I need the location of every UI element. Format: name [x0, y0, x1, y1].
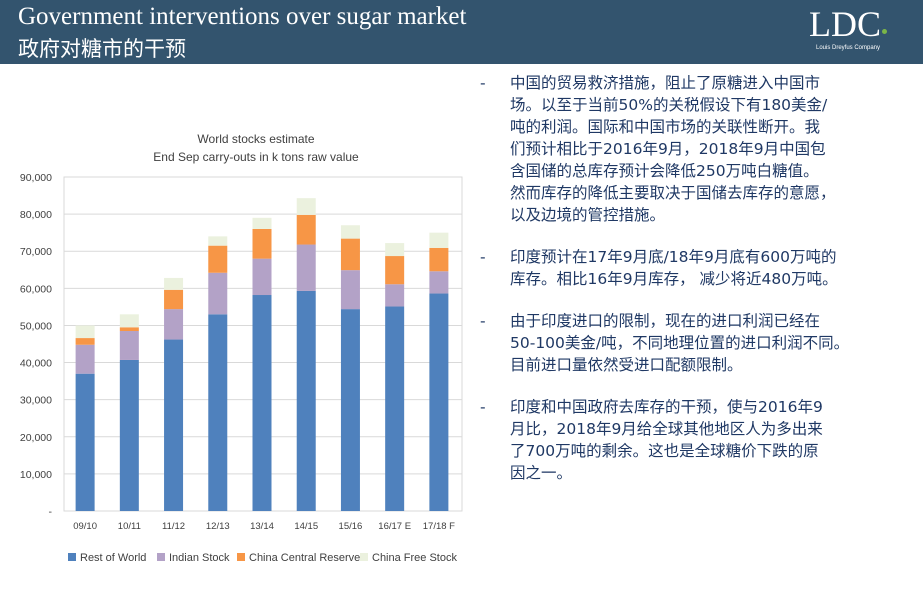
ldc-logo: LDC Louis Dreyfus Company: [803, 4, 893, 56]
bullet-line: 吨的利润。国际和中国市场的关联性断开。我: [510, 118, 821, 136]
bullet-line: 然而库存的降低主要取决于国储去库存的意愿，: [510, 184, 836, 202]
bullet-line: 50-100美金/吨，不同地理位置的进口利润不同。: [510, 334, 850, 352]
bullet-dash: -: [480, 398, 486, 416]
bar-segment: [75, 373, 95, 511]
bar-segment: [164, 309, 184, 340]
bar-segment: [119, 331, 139, 360]
bullet-line: 印度预计在17年9月底/18年9月底有600万吨的: [510, 248, 837, 266]
bar-segment: [252, 295, 272, 511]
bar-segment: [429, 247, 449, 272]
bar-segment: [385, 306, 405, 511]
bar-segment: [119, 314, 139, 328]
y-tick-label: 90,000: [20, 172, 52, 184]
chart-title-line: End Sep carry-outs in k tons raw value: [153, 150, 359, 164]
bullet-line: 场。以至于当前50%的关税假设下有180美金/: [510, 96, 828, 114]
logo-text: LDC: [809, 4, 881, 44]
bullet-line: 了700万吨的剩余。这也是全球糖价下跌的原: [510, 442, 819, 460]
x-tick-label: 15/16: [339, 521, 363, 532]
world-stocks-chart: - 10,000 20,000 30,000 40,000 50,000 60,000 70,…: [20, 132, 463, 564]
bar-segment: [208, 314, 228, 511]
bullet-line: 库存。相比16年9月库存， 减少将近480万吨。: [510, 270, 838, 288]
bullet-line: 因之一。: [510, 464, 573, 482]
bar-segment: [75, 344, 95, 374]
bar-segment: [385, 256, 405, 285]
logo-subtitle: Louis Dreyfus Company: [815, 45, 881, 51]
bullet-line: 月比，2018年9月给全球其他地区人为多出来: [510, 420, 823, 438]
x-tick-label: 10/11: [118, 521, 141, 532]
y-tick-label: 50,000: [20, 320, 52, 332]
bar-segment: [429, 232, 449, 248]
bullet-line: 含国储的总库存预计会降低250万吨白糖值。: [510, 162, 819, 180]
legend-label: China Free Stock: [372, 552, 457, 564]
bullet-line: 以及边境的管控措施。: [510, 206, 666, 224]
bar-segment: [119, 359, 139, 511]
bar-segment: [296, 290, 316, 511]
bullet-line: 由于印度进口的限制，现在的进口利润已经在: [510, 312, 821, 330]
legend-swatch: [360, 553, 368, 561]
bar-segment: [340, 270, 360, 310]
x-tick-label: 11/12: [162, 521, 185, 532]
bar-segment: [252, 258, 272, 296]
x-tick-label: 17/18 F: [423, 521, 455, 532]
legend-label: China Central Reserve: [249, 552, 360, 564]
legend-swatch: [157, 553, 165, 561]
bullet-item: - 印度预计在17年9月底/18年9月底有600万吨的 库存。相比16年9月库存，…: [480, 246, 920, 290]
bar-segment: [164, 289, 184, 310]
header-bar: Government interventions over sugar mark…: [0, 0, 923, 64]
chart-title-line: World stocks estimate: [197, 132, 314, 146]
bullet-line: 印度和中国政府去库存的干预，使与2016年9: [510, 398, 823, 416]
legend-swatch: [237, 553, 245, 561]
bullet-dash: -: [480, 248, 486, 266]
bar-segment: [75, 325, 95, 339]
bullet-item: - 中国的贸易救济措施，阻止了原糖进入中国市 场。以至于当前50%的关税假设下有1…: [480, 72, 920, 226]
bar-segment: [429, 293, 449, 511]
bar-segment: [296, 214, 316, 245]
bar-segment: [252, 217, 272, 229]
bar-segment: [429, 271, 449, 294]
bar-segment: [119, 327, 139, 332]
y-tick-label: 20,000: [20, 432, 52, 444]
bar-segment: [296, 244, 316, 291]
bullet-dash: -: [480, 74, 486, 92]
y-tick-label: 60,000: [20, 283, 52, 295]
y-tick-label: 40,000: [20, 358, 52, 370]
bar-segment: [164, 339, 184, 511]
y-tick-label: 70,000: [20, 246, 52, 258]
bullet-item: - 印度和中国政府去库存的干预，使与2016年9 月比，2018年9月给全球其他地…: [480, 396, 920, 484]
page-title: Government interventions over sugar mark…: [18, 3, 467, 30]
y-tick-label: 80,000: [20, 209, 52, 221]
x-tick-label: 13/14: [250, 521, 274, 532]
bullet-list: - 中国的贸易救济措施，阻止了原糖进入中国市 场。以至于当前50%的关税假设下有1…: [480, 72, 920, 504]
y-tick-label: 30,000: [20, 395, 52, 407]
bullet-line: 们预计相比于2016年9月，2018年9月中国包: [510, 140, 826, 158]
bar-segment: [208, 272, 228, 315]
bar-segment: [164, 277, 184, 290]
bar-segment: [340, 225, 360, 239]
legend-label: Rest of World: [80, 552, 146, 564]
bar-segment: [340, 238, 360, 271]
bar-segment: [296, 198, 316, 215]
bar-segment: [75, 338, 95, 345]
bar-segment: [385, 284, 405, 307]
page-subtitle: 政府对糖市的干预: [18, 37, 186, 61]
bar-segment: [208, 236, 228, 246]
legend-label: Indian Stock: [169, 552, 230, 564]
logo-dot-icon: [882, 29, 887, 34]
bar-segment: [252, 228, 272, 259]
y-tick-label: 10,000: [20, 469, 52, 481]
bullet-dash: -: [480, 312, 486, 330]
x-tick-label: 14/15: [294, 521, 318, 532]
bar-segment: [385, 243, 405, 257]
bullet-line: 中国的贸易救济措施，阻止了原糖进入中国市: [510, 74, 821, 92]
bullet-line: 目前进口量依然受进口配额限制。: [510, 356, 743, 374]
bullet-item: - 由于印度进口的限制，现在的进口利润已经在 50-100美金/吨，不同地理位置的…: [480, 310, 920, 376]
x-tick-label: 16/17 E: [378, 521, 411, 532]
x-tick-label: 09/10: [73, 521, 97, 532]
x-tick-label: 12/13: [206, 521, 230, 532]
bar-segment: [208, 245, 228, 273]
y-tick-label: -: [49, 506, 53, 518]
bar-segment: [340, 309, 360, 511]
legend-swatch: [68, 553, 76, 561]
